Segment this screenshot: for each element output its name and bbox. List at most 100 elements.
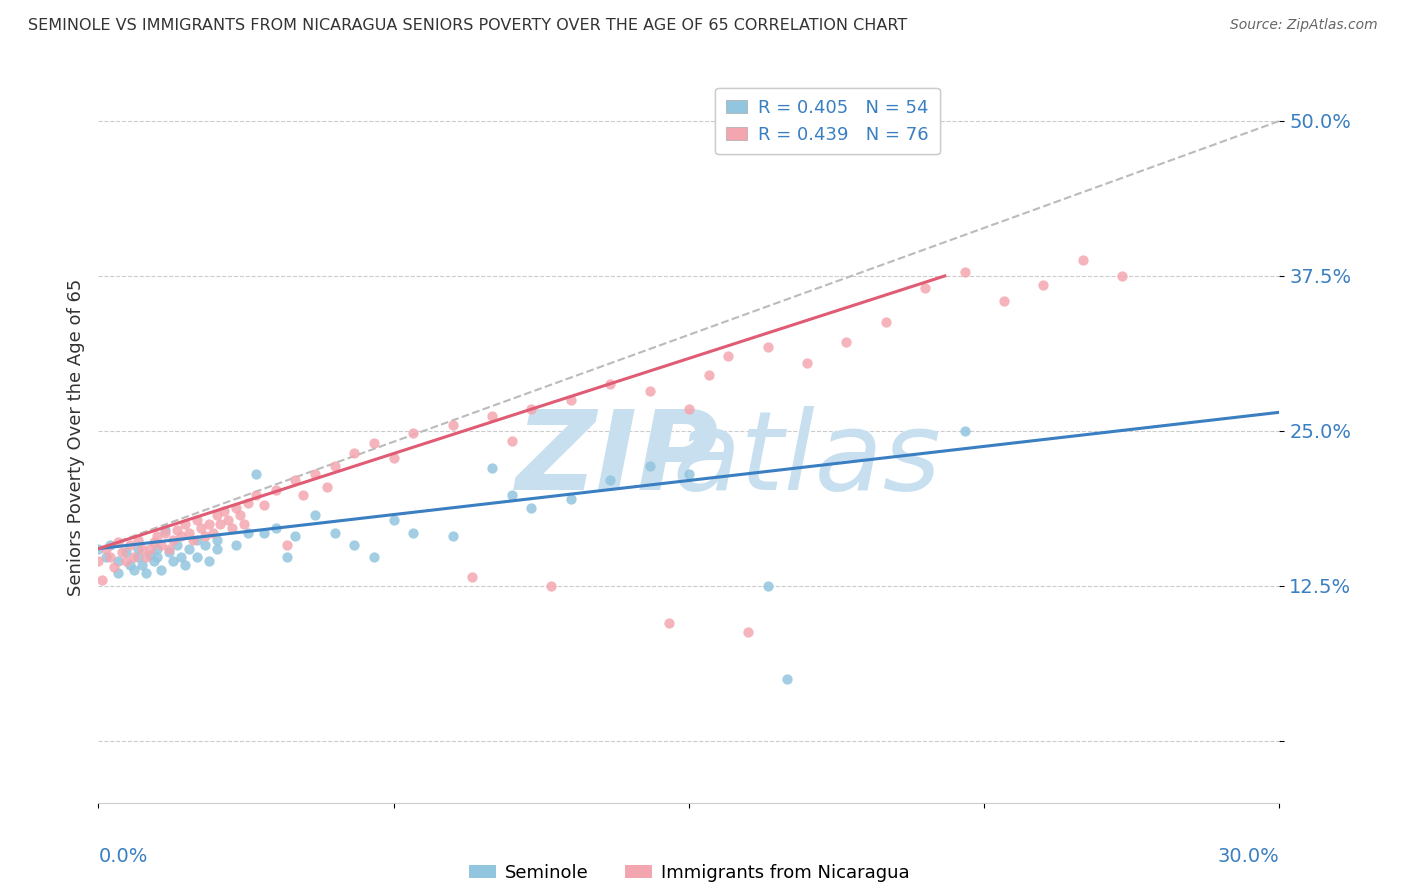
Point [157,541,180,556]
Point [264,520,287,534]
Point [697,368,720,383]
Point [481,461,503,475]
Point [197,516,219,531]
Point [142,535,165,549]
Point [127,541,149,556]
Point [363,550,385,565]
Point [520,500,543,515]
Point [131,541,153,556]
Point [122,563,145,577]
Point [382,451,405,466]
Point [146,541,169,556]
Point [229,508,252,523]
Point [323,525,346,540]
Point [177,541,200,556]
Point [835,334,858,349]
Point [292,488,315,502]
Point [638,458,661,473]
Point [107,566,129,581]
Point [166,523,188,537]
Point [201,525,224,540]
Point [150,563,173,577]
Point [225,538,247,552]
Point [111,545,134,559]
Point [122,550,145,565]
Point [205,508,228,523]
Point [135,550,157,565]
Point [323,458,346,473]
Point [382,513,405,527]
Point [253,525,276,540]
Point [599,376,621,391]
Point [194,529,217,543]
Text: ZIP: ZIP [516,406,720,513]
Point [717,350,740,364]
Point [150,538,173,552]
Point [194,538,217,552]
Point [127,550,149,565]
Point [155,525,177,540]
Point [481,409,503,423]
Text: Source: ZipAtlas.com: Source: ZipAtlas.com [1230,18,1378,32]
Point [190,520,212,534]
Point [638,384,661,399]
Point [1032,277,1054,292]
Point [560,491,582,506]
Point [343,538,366,552]
Point [1111,268,1133,283]
Point [138,548,160,562]
Text: atlas: atlas [672,406,942,513]
Point [107,535,129,549]
Point [363,436,385,450]
Point [118,538,141,552]
Point [520,401,543,416]
Point [107,554,129,568]
Point [162,533,184,547]
Text: SEMINOLE VS IMMIGRANTS FROM NICARAGUA SENIORS POVERTY OVER THE AGE OF 65 CORRELA: SEMINOLE VS IMMIGRANTS FROM NICARAGUA SE… [28,18,907,33]
Point [170,550,193,565]
Point [658,615,681,630]
Point [501,488,523,502]
Legend: R = 0.405   N = 54, R = 0.439   N = 76: R = 0.405 N = 54, R = 0.439 N = 76 [714,87,939,154]
Point [402,426,425,441]
Point [756,579,779,593]
Point [776,672,799,686]
Point [155,523,177,537]
Point [162,554,184,568]
Point [796,356,818,370]
Point [304,508,326,523]
Point [343,446,366,460]
Point [174,558,197,572]
Point [118,558,141,572]
Point [678,401,700,416]
Point [98,550,121,565]
Point [217,513,239,527]
Point [87,541,110,556]
Point [993,293,1015,308]
Point [276,538,298,552]
Point [205,533,228,547]
Point [236,496,259,510]
Point [98,538,121,552]
Point [284,474,307,488]
Point [245,467,267,482]
Point [103,560,125,574]
Point [501,434,523,448]
Point [157,545,180,559]
Point [560,392,582,407]
Text: 30.0%: 30.0% [1218,847,1279,866]
Point [441,417,464,432]
Point [96,550,118,565]
Point [115,545,138,559]
Y-axis label: Seniors Poverty Over the Age of 65: Seniors Poverty Over the Age of 65 [66,278,84,596]
Point [1071,252,1094,267]
Point [96,541,118,556]
Point [181,533,204,547]
Point [540,579,562,593]
Point [174,516,197,531]
Point [461,570,484,584]
Point [209,516,232,531]
Point [245,488,267,502]
Point [138,541,160,556]
Point [953,424,976,438]
